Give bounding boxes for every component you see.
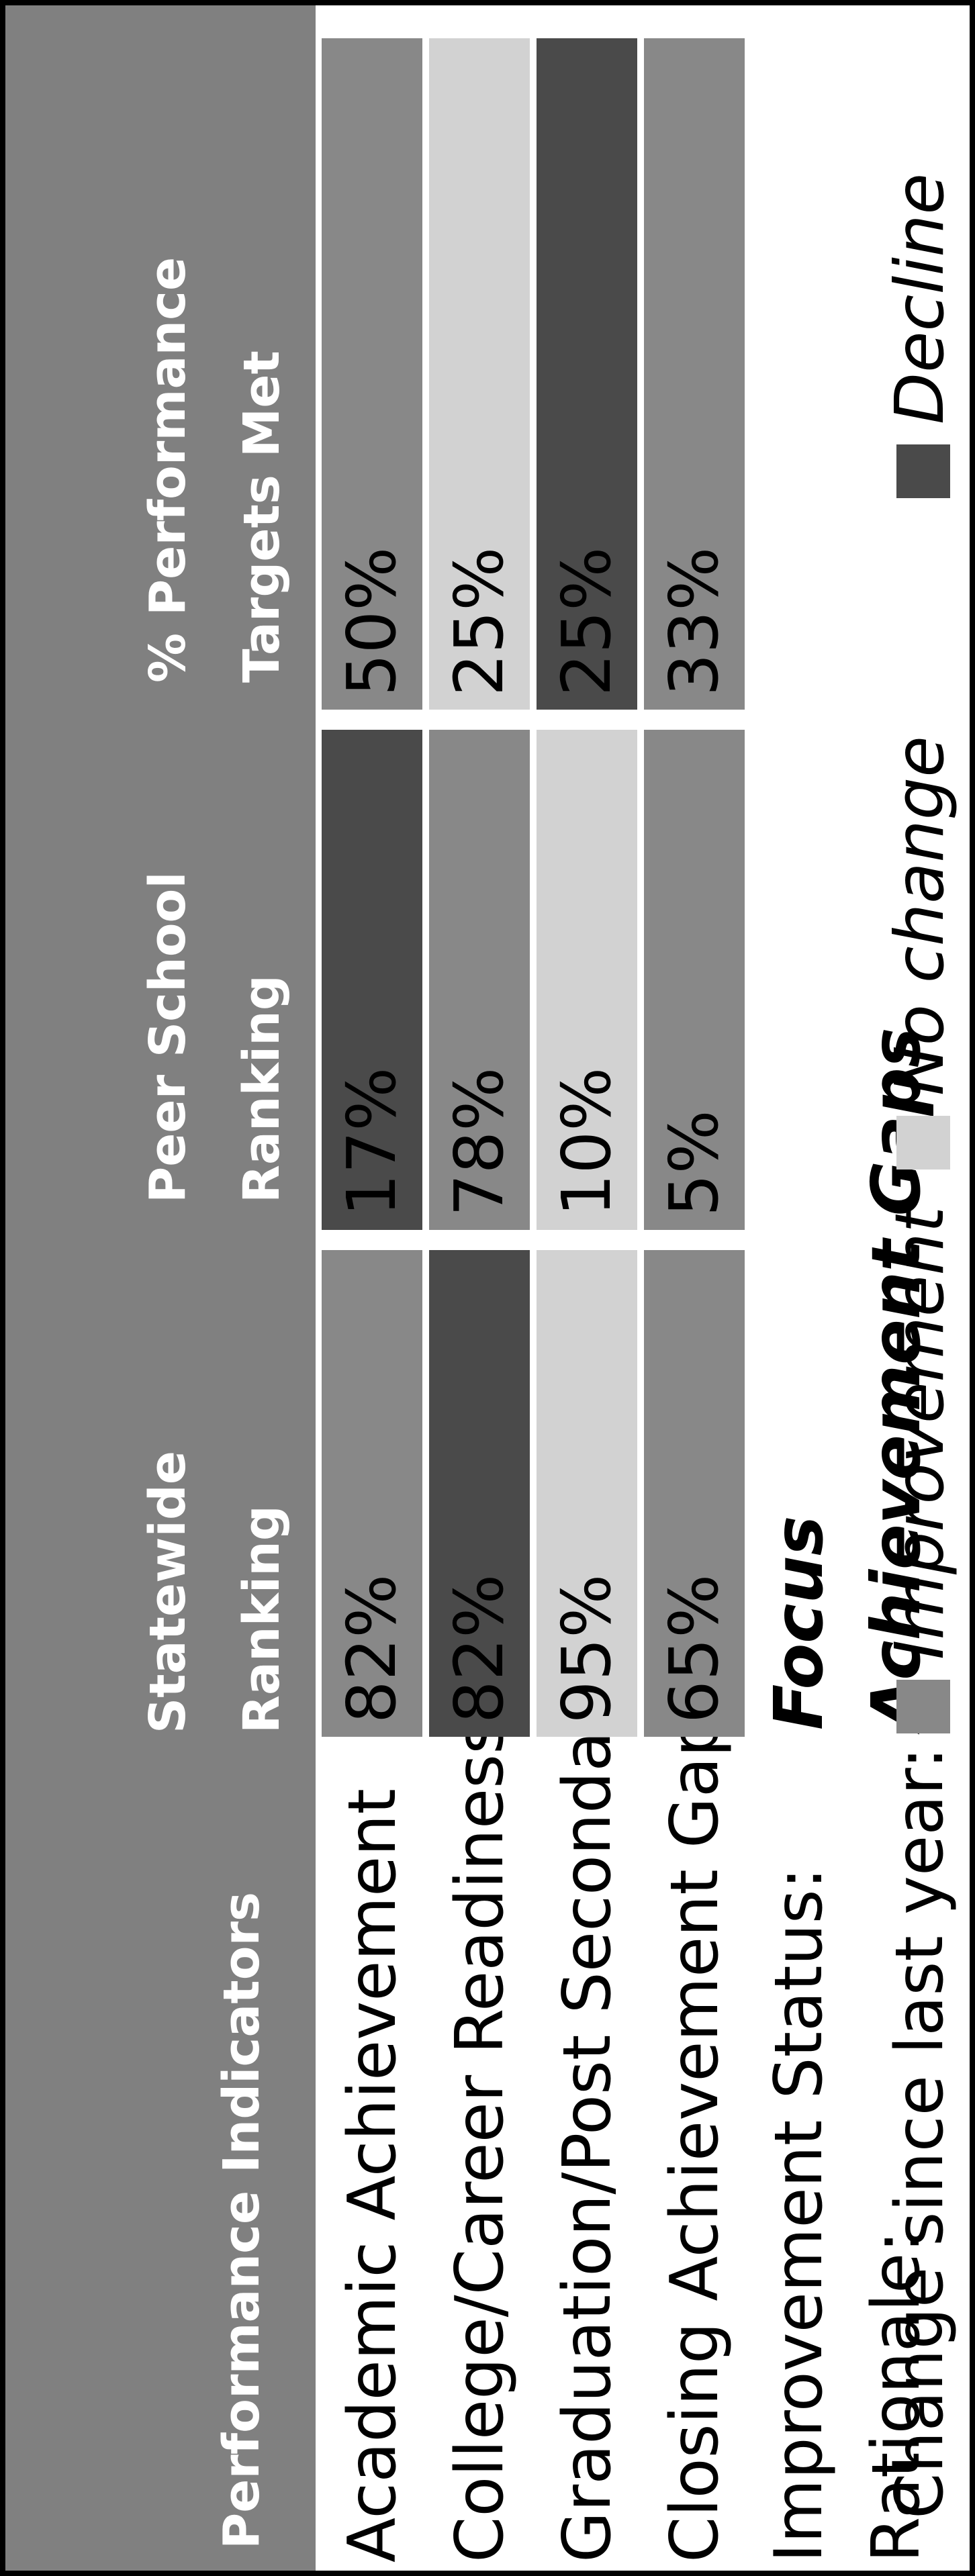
header-performance-indicators: Performance Indicators bbox=[0, 1760, 316, 2576]
pct-targets-cell: 25% bbox=[537, 38, 637, 710]
peer-ranking-cell: 17% bbox=[322, 730, 422, 1230]
header-peer-line2: Ranking bbox=[233, 975, 291, 1203]
header-statewide-line2: Ranking bbox=[233, 1505, 291, 1733]
table-row: Graduation/Post Secondary 95% 10% 25% bbox=[534, 0, 641, 2576]
legend-no-change-label: No change bbox=[880, 736, 959, 1096]
change-legend: Change since last year: Improvement No c… bbox=[863, 0, 975, 2576]
table-row: Closing Achievement Gaps 65% 5% 33% bbox=[641, 0, 749, 2576]
statewide-ranking-cell: 82% bbox=[322, 1250, 422, 1737]
statewide-ranking-cell: 65% bbox=[644, 1250, 745, 1737]
row-label: Graduation/Post Secondary bbox=[549, 1665, 626, 2563]
peer-ranking-cell: 78% bbox=[429, 730, 530, 1230]
row-label: Academic Achievement bbox=[334, 1788, 411, 2563]
header-pct-line1: % Performance bbox=[139, 256, 197, 683]
legend-no-change-swatch bbox=[896, 1116, 950, 1170]
header-statewide-ranking: Statewide Ranking bbox=[0, 1230, 316, 1760]
table-row: Academic Achievement 82% 17% 50% bbox=[319, 0, 426, 2576]
table-row: College/Career Readiness 82% 78% 25% bbox=[426, 0, 534, 2576]
row-label: Closing Achievement Gaps bbox=[657, 1680, 733, 2563]
peer-ranking-cell: 10% bbox=[537, 730, 637, 1230]
row-label: College/Career Readiness bbox=[442, 1719, 518, 2563]
legend-title: Change since last year: bbox=[882, 1747, 958, 2519]
peer-ranking-cell: 5% bbox=[644, 730, 745, 1230]
pct-targets-cell: 33% bbox=[644, 38, 745, 710]
table-header: Performance Indicators Statewide Ranking… bbox=[0, 0, 316, 2576]
header-statewide-line1: Statewide bbox=[139, 1450, 197, 1733]
improvement-status-value: Focus bbox=[759, 1515, 838, 1730]
header-pct-line2: Targets Met bbox=[233, 350, 291, 683]
header-pct-targets-met: % Performance Targets Met bbox=[0, 0, 316, 710]
legend-decline-label: Decline bbox=[880, 173, 959, 424]
legend-improvement-swatch bbox=[896, 1680, 950, 1733]
improvement-status-row: Improvement Status: Focus bbox=[745, 0, 853, 2576]
statewide-ranking-cell: 95% bbox=[537, 1250, 637, 1737]
legend-decline-swatch bbox=[896, 444, 950, 498]
pct-targets-cell: 50% bbox=[322, 38, 422, 710]
statewide-ranking-cell: 82% bbox=[429, 1250, 530, 1737]
pct-targets-cell: 25% bbox=[429, 38, 530, 710]
legend-improvement-label: Improvement bbox=[880, 1206, 959, 1660]
header-peer-line1: Peer School bbox=[139, 871, 197, 1203]
improvement-status-label: Improvement Status: bbox=[761, 1867, 837, 2563]
header-indicators-text: Performance Indicators bbox=[213, 1891, 271, 2549]
header-peer-school-ranking: Peer School Ranking bbox=[0, 710, 316, 1230]
